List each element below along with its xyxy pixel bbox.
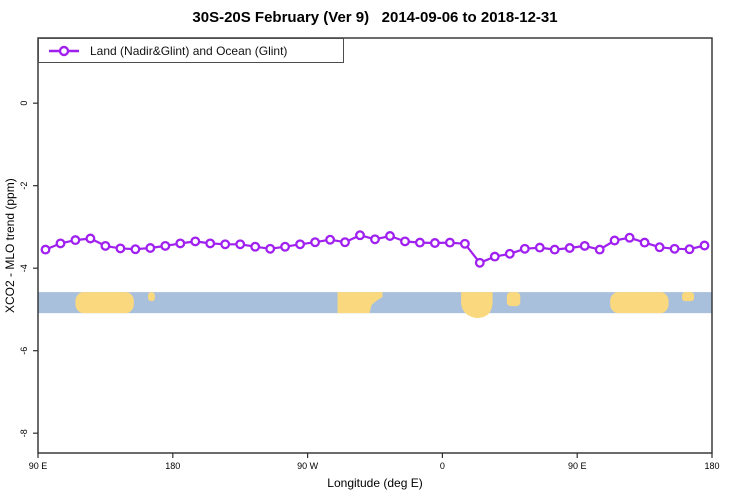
- legend-sample-marker-icon: [58, 45, 70, 56]
- data-point: [684, 244, 695, 255]
- data-point: [250, 241, 261, 252]
- data-point: [310, 237, 321, 248]
- data-point: [459, 238, 470, 249]
- data-point: [340, 237, 350, 248]
- data-point: [355, 230, 365, 241]
- data-point: [654, 242, 665, 253]
- data-point: [385, 231, 395, 241]
- data-point: [549, 244, 560, 255]
- y-tick-label: -2: [19, 182, 29, 190]
- legend: Land (Nadir&Glint) and Ocean (Glint): [38, 38, 344, 63]
- data-point: [40, 244, 51, 255]
- y-tick-label: 0: [19, 101, 29, 106]
- data-point: [414, 237, 425, 248]
- y-tick-label: -4: [19, 264, 29, 272]
- data-point: [175, 238, 186, 249]
- map-land-island-west-pacific: [148, 292, 155, 302]
- data-point: [160, 240, 171, 251]
- data-point: [594, 244, 605, 255]
- data-point: [400, 236, 410, 247]
- data-point: [564, 243, 575, 253]
- data-point: [624, 232, 635, 243]
- x-tick-label: 180: [165, 461, 180, 471]
- data-point: [325, 234, 336, 245]
- data-point: [639, 237, 650, 248]
- data-point: [444, 237, 455, 248]
- data-point: [489, 251, 500, 262]
- data-point: [220, 239, 231, 250]
- data-point: [205, 238, 216, 249]
- data-point: [235, 239, 246, 250]
- legend-label: Land (Nadir&Glint) and Ocean (Glint): [90, 43, 288, 58]
- x-tick-label: 90 E: [568, 461, 587, 471]
- data-point: [70, 235, 81, 246]
- data-point: [100, 240, 111, 251]
- data-point: [295, 239, 306, 250]
- y-axis-label: XCO2 - MLO trend (ppm): [3, 178, 17, 313]
- x-tick-label: 180: [704, 461, 719, 471]
- data-point: [429, 238, 440, 248]
- data-point: [265, 243, 276, 254]
- data-point: [115, 243, 126, 254]
- chart-title: 30S-20S February (Ver 9) 2014-09-06 to 2…: [192, 9, 558, 26]
- data-point: [609, 235, 620, 246]
- x-tick-label: 90 W: [297, 461, 319, 471]
- data-point: [85, 233, 96, 244]
- map-land-southern-africa: [461, 292, 493, 319]
- y-tick-label: -8: [19, 429, 29, 437]
- data-point: [280, 241, 291, 252]
- data-point: [55, 238, 66, 249]
- data-point: [519, 243, 530, 254]
- x-tick-label: 90 E: [29, 461, 48, 471]
- data-point: [534, 242, 545, 253]
- data-point: [504, 248, 515, 259]
- data-point: [145, 243, 156, 253]
- map-land-island-pacific-repeat: [682, 292, 695, 302]
- data-point: [669, 243, 680, 254]
- data-point: [579, 240, 590, 251]
- map-land-madagascar: [506, 292, 521, 307]
- map-ocean-band: [38, 292, 712, 314]
- plot-border: [37, 37, 713, 454]
- map-land-south-america: [337, 292, 383, 314]
- x-tick-label: 0: [440, 461, 445, 471]
- data-point: [474, 257, 485, 268]
- map-land-australia: [75, 292, 134, 314]
- legend-sample: [49, 45, 79, 56]
- data-point: [130, 244, 141, 255]
- data-point: [699, 240, 710, 251]
- x-axis-label: Longitude (deg E): [327, 476, 423, 490]
- y-tick-label: -6: [19, 347, 29, 355]
- map-land-australia-repeat: [610, 292, 669, 314]
- data-point: [190, 236, 201, 247]
- data-point: [370, 234, 380, 245]
